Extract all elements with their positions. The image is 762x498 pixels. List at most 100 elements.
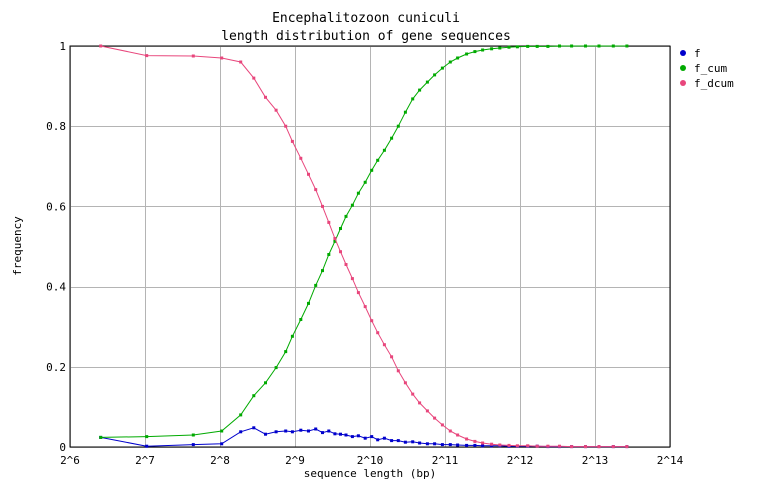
- data-point: [382, 148, 386, 152]
- data-point: [327, 429, 331, 433]
- grid: [70, 46, 671, 448]
- series-f_cum: [99, 44, 629, 439]
- data-point: [252, 394, 256, 398]
- x-tick-label: 2^6: [60, 454, 80, 467]
- series-line: [100, 45, 627, 448]
- data-point: [507, 443, 511, 447]
- legend-marker: [680, 50, 686, 56]
- data-point: [498, 443, 502, 447]
- data-point: [403, 440, 407, 444]
- x-axis-label: sequence length (bp): [304, 467, 436, 480]
- data-point: [191, 443, 195, 447]
- data-point: [570, 44, 574, 48]
- data-point: [465, 437, 469, 441]
- data-point: [376, 158, 380, 162]
- data-point: [350, 435, 354, 439]
- data-point: [350, 277, 354, 281]
- legend-item-f: f: [680, 47, 701, 60]
- data-point: [448, 429, 452, 433]
- data-point: [490, 47, 494, 51]
- data-point: [290, 334, 294, 338]
- data-point: [239, 60, 243, 64]
- data-point: [433, 416, 437, 420]
- data-point: [314, 188, 318, 192]
- data-point: [145, 435, 149, 439]
- data-point: [448, 443, 452, 447]
- data-point: [314, 427, 318, 431]
- data-point: [145, 444, 149, 448]
- data-point: [481, 444, 485, 448]
- x-axis-ticks: 2^6 2^7 2^8 2^9 2^10 2^11 2^12 2^13 2^14: [60, 454, 684, 467]
- x-tick-label: 2^10: [357, 454, 384, 467]
- legend-label: f: [694, 47, 701, 60]
- data-point: [515, 444, 519, 448]
- data-point: [440, 423, 444, 427]
- series-line: [100, 45, 627, 438]
- data-point: [597, 445, 601, 449]
- data-point: [284, 124, 288, 128]
- data-point: [356, 434, 360, 438]
- data-point: [515, 45, 519, 49]
- data-point: [327, 220, 331, 224]
- data-point: [363, 305, 367, 309]
- legend-item-f_cum: f_cum: [680, 62, 727, 75]
- data-point: [490, 444, 494, 448]
- data-point: [465, 443, 469, 447]
- data-point: [433, 73, 437, 77]
- data-point: [526, 444, 530, 448]
- data-point: [321, 269, 324, 273]
- data-point: [473, 443, 477, 447]
- data-point: [456, 433, 460, 437]
- x-tick-label: 2^7: [135, 454, 155, 467]
- data-point: [535, 44, 539, 48]
- data-point: [307, 429, 310, 433]
- data-point: [390, 355, 394, 359]
- data-point: [558, 444, 561, 448]
- data-point: [481, 48, 485, 52]
- legend-marker: [680, 65, 686, 71]
- data-point: [418, 401, 422, 405]
- data-point: [440, 66, 444, 70]
- data-point: [344, 433, 348, 437]
- data-point: [498, 46, 502, 50]
- data-point: [239, 430, 243, 434]
- y-tick-label: 1: [59, 40, 66, 53]
- data-point: [344, 214, 348, 218]
- y-tick-label: 0.6: [46, 200, 66, 213]
- legend-marker: [680, 80, 686, 86]
- data-point: [611, 44, 615, 48]
- data-point: [558, 44, 561, 48]
- data-point: [299, 428, 303, 432]
- data-point: [350, 203, 354, 207]
- data-point: [191, 433, 195, 437]
- legend-label: f_cum: [694, 62, 727, 75]
- data-point: [396, 369, 400, 373]
- data-point: [376, 331, 380, 335]
- data-point: [274, 430, 278, 434]
- data-point: [314, 283, 318, 287]
- y-axis-label: frequency: [11, 216, 24, 276]
- data-point: [526, 44, 530, 48]
- data-point: [570, 445, 574, 449]
- x-tick-label: 2^13: [582, 454, 609, 467]
- data-point: [252, 426, 256, 430]
- data-point: [264, 432, 267, 436]
- data-point: [239, 413, 243, 417]
- data-point: [584, 445, 587, 449]
- series-layer: [99, 44, 629, 449]
- data-point: [396, 124, 400, 128]
- data-point: [440, 443, 444, 447]
- data-point: [220, 442, 224, 446]
- data-point: [418, 88, 422, 92]
- data-point: [546, 444, 550, 448]
- data-point: [473, 439, 477, 443]
- data-point: [274, 366, 278, 370]
- data-point: [327, 253, 331, 256]
- data-point: [625, 44, 629, 48]
- data-point: [396, 439, 400, 443]
- data-point: [290, 139, 294, 143]
- data-point: [333, 239, 337, 243]
- data-point: [403, 110, 407, 114]
- x-tick-label: 2^9: [285, 454, 305, 467]
- data-point: [382, 436, 386, 440]
